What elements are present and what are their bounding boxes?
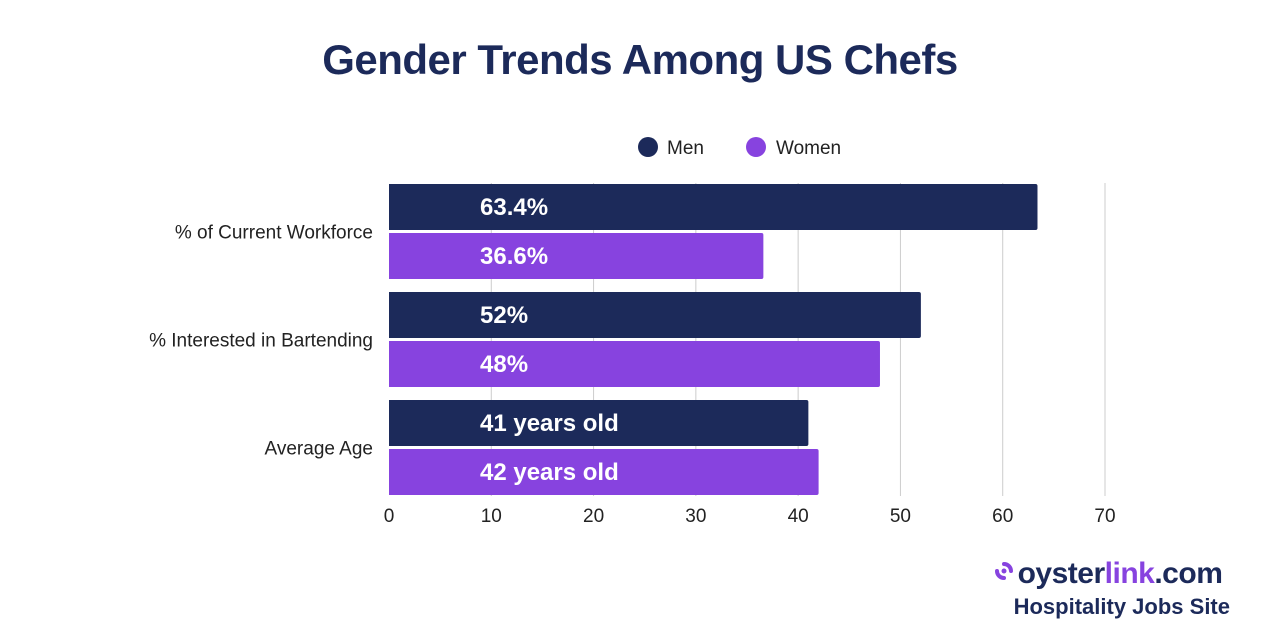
brand-wordmark: oysterlink.com [994,556,1230,592]
oyster-logo-icon [994,562,1013,580]
bar-women-1 [389,341,880,387]
legend-marker-men [638,137,658,157]
bar-men-0 [389,184,1038,230]
x-axis-ticks: 0 10 20 30 40 50 60 70 [384,506,1116,527]
x-tick-label-0: 0 [384,506,395,527]
bar-label-women-0: 36.6% [480,243,548,270]
bar-women-0 [389,233,764,279]
legend-label-women: Women [776,138,841,159]
legend: Men Women [638,137,841,159]
x-tick-label-60: 60 [992,506,1013,527]
brand-name-accent: link [1104,557,1155,590]
bar-men-2 [389,400,809,446]
brand-logo: oysterlink.com Hospitality Jobs Site [994,556,1230,620]
bar-label-men-2: 41 years old [480,410,619,437]
bar-label-men-1: 52% [480,302,528,329]
category-labels: % of Current Workforce % Interested in Ba… [149,223,373,460]
bar-women-2 [389,449,819,495]
bar-label-women-1: 48% [480,351,528,378]
brand-name-prefix: oyster [1017,557,1106,590]
x-tick-label-50: 50 [890,506,911,527]
brand-name-suffix: .com [1154,557,1223,590]
brand-name: oysterlink.com [1018,556,1223,592]
x-tick-label-30: 30 [685,506,706,527]
category-label-1: % Interested in Bartending [149,331,373,352]
bar-label-women-2: 42 years old [480,459,619,486]
x-tick-label-10: 10 [481,506,502,527]
brand-tagline: Hospitality Jobs Site [1013,594,1230,619]
legend-marker-women [746,137,766,157]
bar-men-1 [389,292,921,338]
bar-labels: 63.4% 36.6% 52% 48% 41 years old 42 years old [480,194,619,486]
bar-label-men-0: 63.4% [480,194,548,221]
bars [389,184,1038,495]
x-tick-label-70: 70 [1094,506,1115,527]
chart-title: Gender Trends Among US Chefs [322,36,958,83]
legend-label-men: Men [667,138,704,159]
x-tick-label-40: 40 [788,506,809,527]
category-label-2: Average Age [265,439,373,460]
category-label-0: % of Current Workforce [175,223,373,244]
x-tick-label-20: 20 [583,506,604,527]
